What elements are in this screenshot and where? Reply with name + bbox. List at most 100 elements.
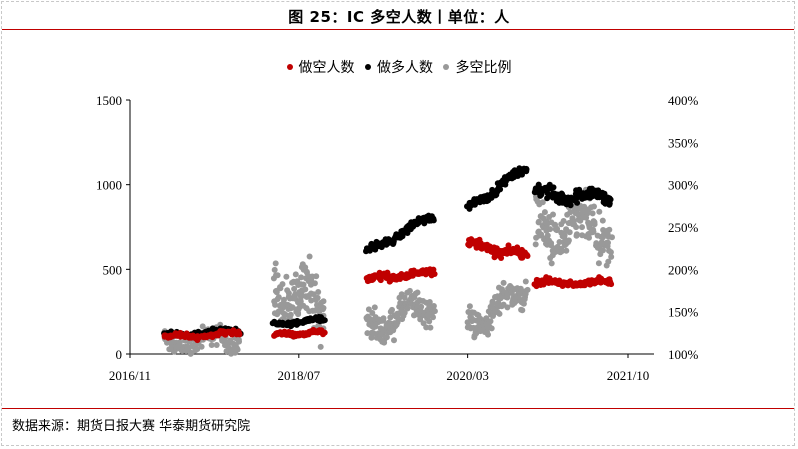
data-point [292, 271, 299, 278]
y-right-tick-label: 250% [668, 220, 699, 235]
data-point [272, 301, 279, 308]
data-point [483, 315, 490, 322]
data-point [538, 231, 545, 238]
legend: 做空人数 做多人数 多空比例 [0, 57, 798, 77]
y-right-tick-label: 150% [668, 305, 699, 320]
data-point [234, 346, 241, 353]
data-point [544, 232, 551, 239]
source-note: 数据来源：期货日报大赛 华泰期货研究院 [12, 419, 251, 434]
data-point [566, 229, 573, 236]
data-point [380, 315, 387, 322]
chart-axes: 0 500 1000 1500 100% 150% 200% 250% 300% 350% 400%… [96, 93, 699, 383]
legend-label-ratio: 多空比例 [455, 60, 512, 76]
data-point [314, 294, 321, 301]
y-left-tick-label: 0 [116, 347, 123, 362]
data-point [596, 208, 603, 215]
data-point [215, 332, 221, 339]
data-point [522, 278, 529, 285]
data-point [485, 331, 491, 338]
legend-item-long: 做多人数 [365, 60, 433, 76]
data-point [279, 281, 286, 288]
legend-marker-ratio [443, 64, 450, 70]
data-point [535, 218, 542, 225]
data-point [565, 239, 572, 245]
x-tick-label: 2020/03 [446, 368, 489, 383]
data-point [274, 296, 281, 303]
data-point [523, 166, 530, 173]
title-divider [2, 29, 794, 30]
data-point [418, 303, 425, 310]
data-point [291, 285, 298, 292]
legend-item-short: 做空人数 [286, 60, 355, 76]
data-point [541, 209, 548, 216]
data-point [489, 300, 496, 307]
data-point [524, 253, 531, 259]
y-left-tick-label: 500 [103, 262, 123, 277]
data-point [591, 203, 597, 210]
data-point [300, 281, 307, 288]
data-point [320, 305, 327, 311]
chart-title: 图 25：IC 多空人数丨单位：人 [288, 8, 510, 26]
data-point [600, 247, 606, 254]
y-right-tick-label: 350% [668, 135, 699, 150]
data-point [406, 287, 413, 294]
data-point [236, 330, 243, 337]
data-point [590, 228, 597, 235]
data-point [547, 226, 554, 233]
data-point [302, 286, 309, 293]
y-right-tick-label: 200% [668, 262, 699, 277]
data-point [311, 280, 318, 287]
data-point [567, 202, 574, 209]
data-point [599, 217, 606, 224]
x-tick-label: 2016/11 [109, 368, 151, 383]
data-point [548, 260, 555, 267]
data-point [391, 337, 397, 344]
data-point [401, 294, 408, 301]
data-point [198, 343, 205, 350]
data-point [371, 304, 378, 311]
data-point [208, 342, 215, 348]
y-left-tick-label: 1000 [96, 178, 122, 193]
data-point [591, 219, 598, 226]
data-point [298, 274, 305, 281]
data-point [573, 231, 580, 238]
data-point [315, 289, 322, 295]
data-point [317, 343, 324, 350]
data-point [364, 330, 371, 337]
data-point [589, 210, 596, 217]
chart-points [161, 165, 615, 357]
x-tick-label: 2021/10 [607, 368, 650, 383]
data-point [573, 224, 580, 231]
data-point [500, 279, 507, 286]
data-point [235, 336, 242, 343]
data-point [519, 307, 526, 314]
y-right-tick-label: 400% [668, 93, 699, 108]
source-divider [2, 408, 794, 409]
data-point [320, 298, 327, 305]
data-point [295, 311, 302, 318]
legend-marker-short [286, 64, 293, 70]
legend-label-long: 做多人数 [377, 60, 433, 76]
data-point [609, 234, 615, 241]
data-point [213, 342, 220, 348]
data-point [606, 226, 613, 233]
data-point [176, 339, 183, 346]
data-point [608, 253, 615, 260]
data-point [287, 311, 294, 318]
y-left-tick-label: 1500 [96, 93, 122, 108]
legend-marker-long [365, 64, 371, 70]
data-point [550, 184, 557, 191]
data-point [404, 305, 411, 312]
data-point [498, 255, 505, 261]
data-point [306, 253, 313, 260]
data-point [389, 306, 395, 313]
data-point [554, 225, 561, 232]
data-point [556, 239, 563, 245]
data-point [604, 243, 611, 250]
data-point [431, 308, 438, 315]
data-point [607, 196, 614, 203]
data-point [608, 281, 615, 288]
data-point [539, 199, 546, 206]
